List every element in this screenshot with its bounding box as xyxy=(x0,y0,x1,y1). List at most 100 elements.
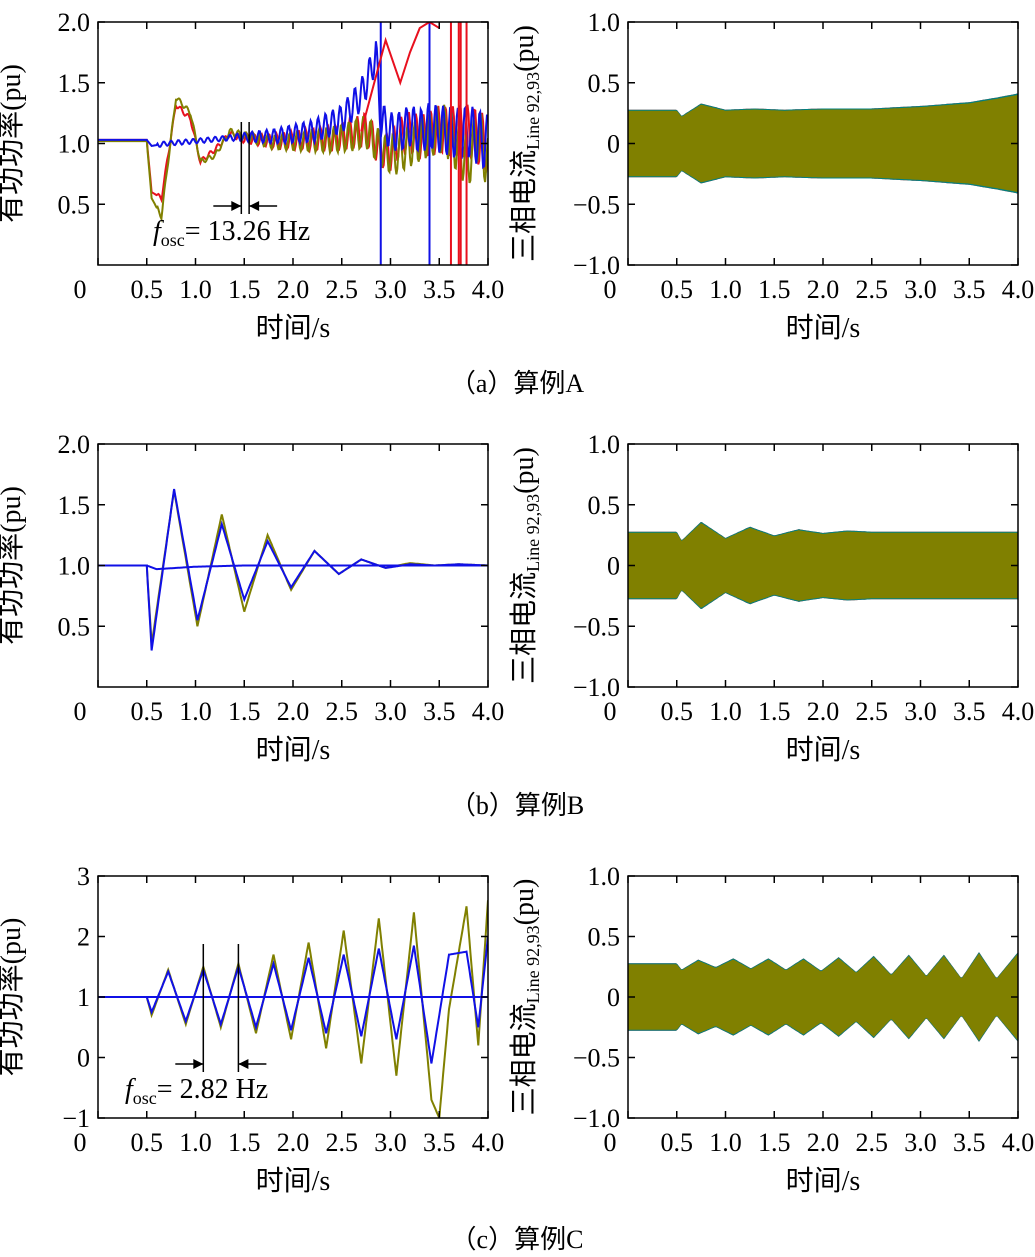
x-tick-label: 3.5 xyxy=(953,275,986,304)
x-tick-label: 3.5 xyxy=(423,697,456,726)
x-tick-label: 3.0 xyxy=(374,697,407,726)
x-tick-label: 2.5 xyxy=(856,275,889,304)
y-axis-label: 有功功率(pu) xyxy=(0,486,27,645)
y-tick-label: 3 xyxy=(77,862,90,891)
annot-frequency-label: fosc= 13.26 Hz xyxy=(153,216,310,250)
y-label-main: 三相电流 xyxy=(508,1003,540,1115)
y-label-unit: (pu) xyxy=(509,879,540,926)
x-axis-label: 时间/s xyxy=(786,1165,861,1197)
x-tick-label: 1.0 xyxy=(709,275,742,304)
x-tick-label: 1.5 xyxy=(758,275,791,304)
y-tick-label: 0 xyxy=(77,1044,90,1073)
y-tick-label: 2 xyxy=(77,923,90,952)
annot-arrowhead-right xyxy=(238,1059,249,1069)
x-tick-label: 0 xyxy=(604,697,617,726)
y-tick-label: 0.5 xyxy=(58,190,91,219)
plot-area xyxy=(98,488,488,651)
plot-area xyxy=(628,522,1018,609)
series-line-2 xyxy=(98,41,488,170)
y-tick-label: 1.5 xyxy=(58,491,91,520)
y-label-main: 三相电流 xyxy=(508,572,540,684)
caption-b: （b）算例B xyxy=(450,791,584,820)
y-tick-label: 0.5 xyxy=(58,612,91,641)
y-label-sub: Line 92,93 xyxy=(523,72,543,150)
y-label-sub: Line 92,93 xyxy=(523,494,543,572)
annot-frequency-label: fosc= 2.82 Hz xyxy=(125,1074,268,1108)
x-tick-label: 3.0 xyxy=(904,1128,937,1157)
x-tick-label: 2.0 xyxy=(807,697,840,726)
x-tick-label: 2.5 xyxy=(856,697,889,726)
annot-value: = 13.26 Hz xyxy=(185,216,310,247)
y-tick-label: 1.0 xyxy=(588,430,621,459)
x-axis-label: 时间/s xyxy=(256,734,331,766)
y-tick-label: 0 xyxy=(607,983,620,1012)
y-label-sub: Line 92,93 xyxy=(523,925,543,1003)
x-tick-label: 0.5 xyxy=(661,697,694,726)
y-tick-label: 0.5 xyxy=(588,491,621,520)
x-tick-label: 1.5 xyxy=(228,275,261,304)
y-tick-label: 2.0 xyxy=(58,8,91,37)
y-tick-label: −1.0 xyxy=(573,251,620,280)
y-tick-label: 1.5 xyxy=(58,69,91,98)
x-tick-label: 0.5 xyxy=(661,1128,694,1157)
series-line-2 xyxy=(98,564,488,571)
current-band-olive xyxy=(628,953,1018,1041)
panel-3: −1.0 −0.5 0 0.5 1.0 0 0.5 1.0 1.5 2.0 2.5 3.0 3.5 4.0… xyxy=(508,430,1034,766)
x-tick-label: 2.5 xyxy=(856,1128,889,1157)
x-tick-label: 1.5 xyxy=(758,1128,791,1157)
x-axis-label: 时间/s xyxy=(786,734,861,766)
x-tick-label: 0.5 xyxy=(131,275,164,304)
y-tick-label: 1.0 xyxy=(588,8,621,37)
x-tick-label: 2.0 xyxy=(277,1128,310,1157)
annot-f: f xyxy=(125,1074,136,1105)
y-axis-label: 有功功率(pu) xyxy=(0,918,27,1077)
annot-arrowhead-left xyxy=(231,201,242,211)
x-tick-label: 3.0 xyxy=(904,697,937,726)
x-tick-label: 0.5 xyxy=(131,1128,164,1157)
x-tick-label: 2.0 xyxy=(277,275,310,304)
x-tick-label: 2.5 xyxy=(326,697,359,726)
y-tick-label: 1 xyxy=(77,983,90,1012)
current-band-olive xyxy=(628,523,1018,608)
x-tick-label: 1.0 xyxy=(179,1128,212,1157)
y-tick-label: 0 xyxy=(607,130,620,159)
y-tick-label: 0.5 xyxy=(588,69,621,98)
x-tick-label: 4.0 xyxy=(1002,275,1035,304)
x-tick-label: 4.0 xyxy=(1002,697,1035,726)
annot-sub: osc xyxy=(161,230,185,250)
panel-5: −1.0 −0.5 0 0.5 1.0 0 0.5 1.0 1.5 2.0 2.5 3.0 3.5 4.0… xyxy=(508,862,1034,1197)
y-tick-label: −0.5 xyxy=(573,612,620,641)
y-axis-label: 三相电流Line 92,93(pu) xyxy=(508,25,543,262)
y-label-unit: (pu) xyxy=(509,447,540,494)
panel-1: −1.0 −0.5 0 0.5 1.0 0 0.5 1.0 1.5 2.0 2.5 3.0 3.5 4.0… xyxy=(508,8,1034,344)
y-tick-label: −1 xyxy=(62,1104,90,1133)
annot-f: f xyxy=(153,216,164,247)
y-axis-label: 有功功率(pu) xyxy=(0,64,27,223)
x-tick-label: 1.0 xyxy=(709,1128,742,1157)
x-tick-label: 0 xyxy=(604,275,617,304)
y-tick-label: −1.0 xyxy=(573,1104,620,1133)
x-tick-label: 2.0 xyxy=(277,697,310,726)
y-label-main: 三相电流 xyxy=(508,150,540,262)
y-tick-label: −0.5 xyxy=(573,1044,620,1073)
x-tick-label: 3.5 xyxy=(953,1128,986,1157)
plot-area xyxy=(628,952,1018,1042)
x-tick-label: 4.0 xyxy=(1002,1128,1035,1157)
y-label-unit: (pu) xyxy=(509,25,540,72)
x-axis-label: 时间/s xyxy=(786,312,861,344)
y-tick-label: 2.0 xyxy=(58,430,91,459)
caption-a: （a）算例A xyxy=(450,369,585,398)
panel-0: 0.5 1.0 1.5 2.0 0 0.5 1.0 1.5 2.0 2.5 3.0 3.5 4.0 时间/… xyxy=(0,8,504,344)
panel-2: 0.5 1.0 1.5 2.0 0 0.5 1.0 1.5 2.0 2.5 3.0 3.5 4.0 时间/… xyxy=(0,430,504,766)
x-tick-label: 4.0 xyxy=(472,275,505,304)
y-tick-label: 1.0 xyxy=(58,130,91,159)
x-tick-label: 4.0 xyxy=(472,1128,505,1157)
x-tick-label: 1.5 xyxy=(228,1128,261,1157)
annot-arrowhead-right xyxy=(249,201,260,211)
annot-arrowhead-left xyxy=(193,1059,204,1069)
y-tick-label: 1.0 xyxy=(58,552,91,581)
annot-sub: osc xyxy=(133,1088,157,1108)
x-tick-label: 2.5 xyxy=(326,1128,359,1157)
